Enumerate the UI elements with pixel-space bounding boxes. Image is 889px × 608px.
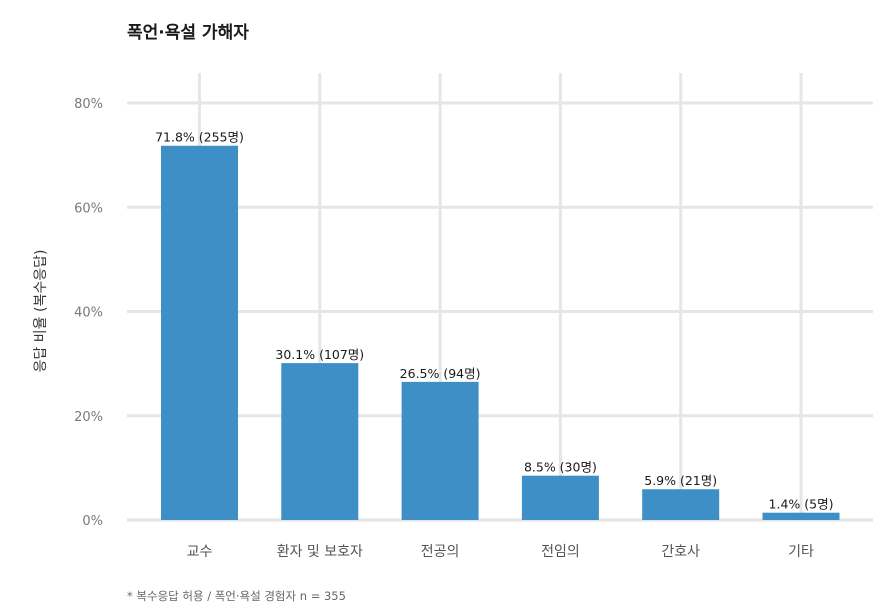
bar bbox=[401, 381, 479, 520]
bar bbox=[281, 363, 359, 520]
data-label: 8.5% (30명) bbox=[524, 460, 597, 475]
y-tick-label: 0% bbox=[82, 514, 103, 529]
x-tick-label: 기타 bbox=[788, 544, 814, 560]
data-label: 71.8% (255명) bbox=[155, 130, 244, 145]
y-axis-ticks: 0% 20% 40% 60% 80% bbox=[74, 97, 103, 529]
x-axis-ticks: 교수 환자 및 보호자 전공의 전임의 간호사 기타 bbox=[187, 544, 814, 560]
data-label: 1.4% (5명) bbox=[769, 497, 834, 512]
y-tick-label: 60% bbox=[74, 201, 103, 216]
data-label: 30.1% (107명) bbox=[275, 347, 364, 362]
x-tick-label: 전임의 bbox=[541, 544, 580, 560]
x-tick-label: 간호사 bbox=[661, 544, 700, 560]
data-label: 5.9% (21명) bbox=[644, 473, 717, 488]
bar bbox=[762, 512, 840, 520]
x-tick-label: 교수 bbox=[187, 544, 213, 560]
y-tick-label: 20% bbox=[74, 410, 103, 425]
bars bbox=[161, 145, 840, 520]
y-axis-label: 응답 비율 (복수응답) bbox=[33, 250, 49, 373]
data-labels: 71.8% (255명) 30.1% (107명) 26.5% (94명) 8.5% … bbox=[155, 130, 833, 512]
chart-caption: * 복수응답 허용 / 폭언·욕설 경험자 n = 355 bbox=[127, 589, 346, 603]
x-tick-label: 전공의 bbox=[421, 544, 460, 560]
x-tick-label: 환자 및 보호자 bbox=[277, 544, 363, 560]
bar bbox=[521, 475, 599, 520]
bar bbox=[161, 145, 238, 520]
y-tick-label: 40% bbox=[74, 306, 103, 321]
chart-title: 폭언·욕설 가해자 bbox=[127, 23, 249, 43]
bar bbox=[642, 489, 720, 520]
data-label: 26.5% (94명) bbox=[400, 366, 481, 381]
y-tick-label: 80% bbox=[74, 97, 103, 112]
